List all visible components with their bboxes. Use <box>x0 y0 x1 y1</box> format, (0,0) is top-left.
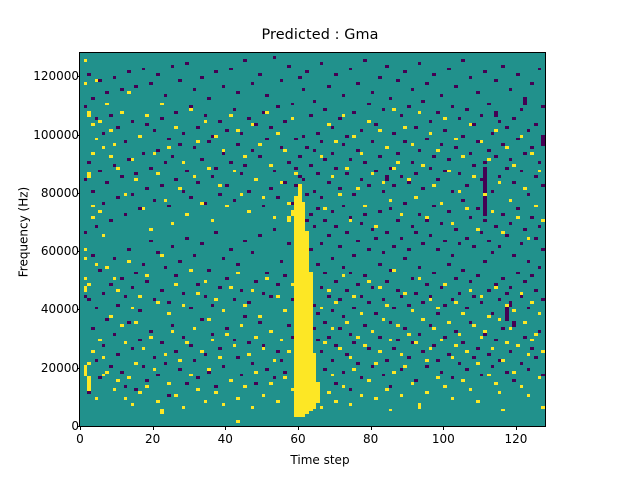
y-axis-label: Frequency (Hz) <box>16 186 31 278</box>
heatmap-image[interactable] <box>80 53 545 426</box>
x-tick-mark <box>443 426 445 430</box>
page-title: Predicted : Gma <box>261 27 379 43</box>
x-tick-label: 20 <box>145 432 161 446</box>
y-tick-mark <box>76 192 80 194</box>
x-tick-label: 100 <box>431 432 455 446</box>
x-tick-mark <box>152 426 154 430</box>
heatmap-axes[interactable] <box>79 52 546 427</box>
y-tick-mark <box>76 134 80 136</box>
y-tick-label: 40000 <box>40 302 79 317</box>
x-tick-label: 0 <box>76 432 84 446</box>
y-tick-mark <box>76 309 80 311</box>
x-tick-label: 40 <box>217 432 233 446</box>
y-tick-mark <box>76 76 80 78</box>
x-tick-mark <box>370 426 372 430</box>
x-tick-mark <box>515 426 517 430</box>
x-tick-label: 60 <box>290 432 306 446</box>
y-tick-mark <box>76 367 80 369</box>
x-axis-label: Time step <box>290 453 350 467</box>
y-tick-label: 20000 <box>40 360 79 375</box>
x-tick-mark <box>80 426 81 430</box>
x-tick-mark <box>225 426 227 430</box>
y-tick-label: 60000 <box>40 244 79 259</box>
y-tick-label: 120000 <box>33 69 79 84</box>
y-tick-label: 0 <box>71 419 79 433</box>
y-tick-label: 80000 <box>40 185 79 200</box>
y-tick-mark <box>76 251 80 253</box>
x-tick-label: 120 <box>504 432 528 446</box>
y-tick-mark <box>76 426 80 427</box>
y-tick-label: 100000 <box>33 127 79 142</box>
x-tick-label: 80 <box>362 432 379 446</box>
x-tick-mark <box>297 426 299 430</box>
